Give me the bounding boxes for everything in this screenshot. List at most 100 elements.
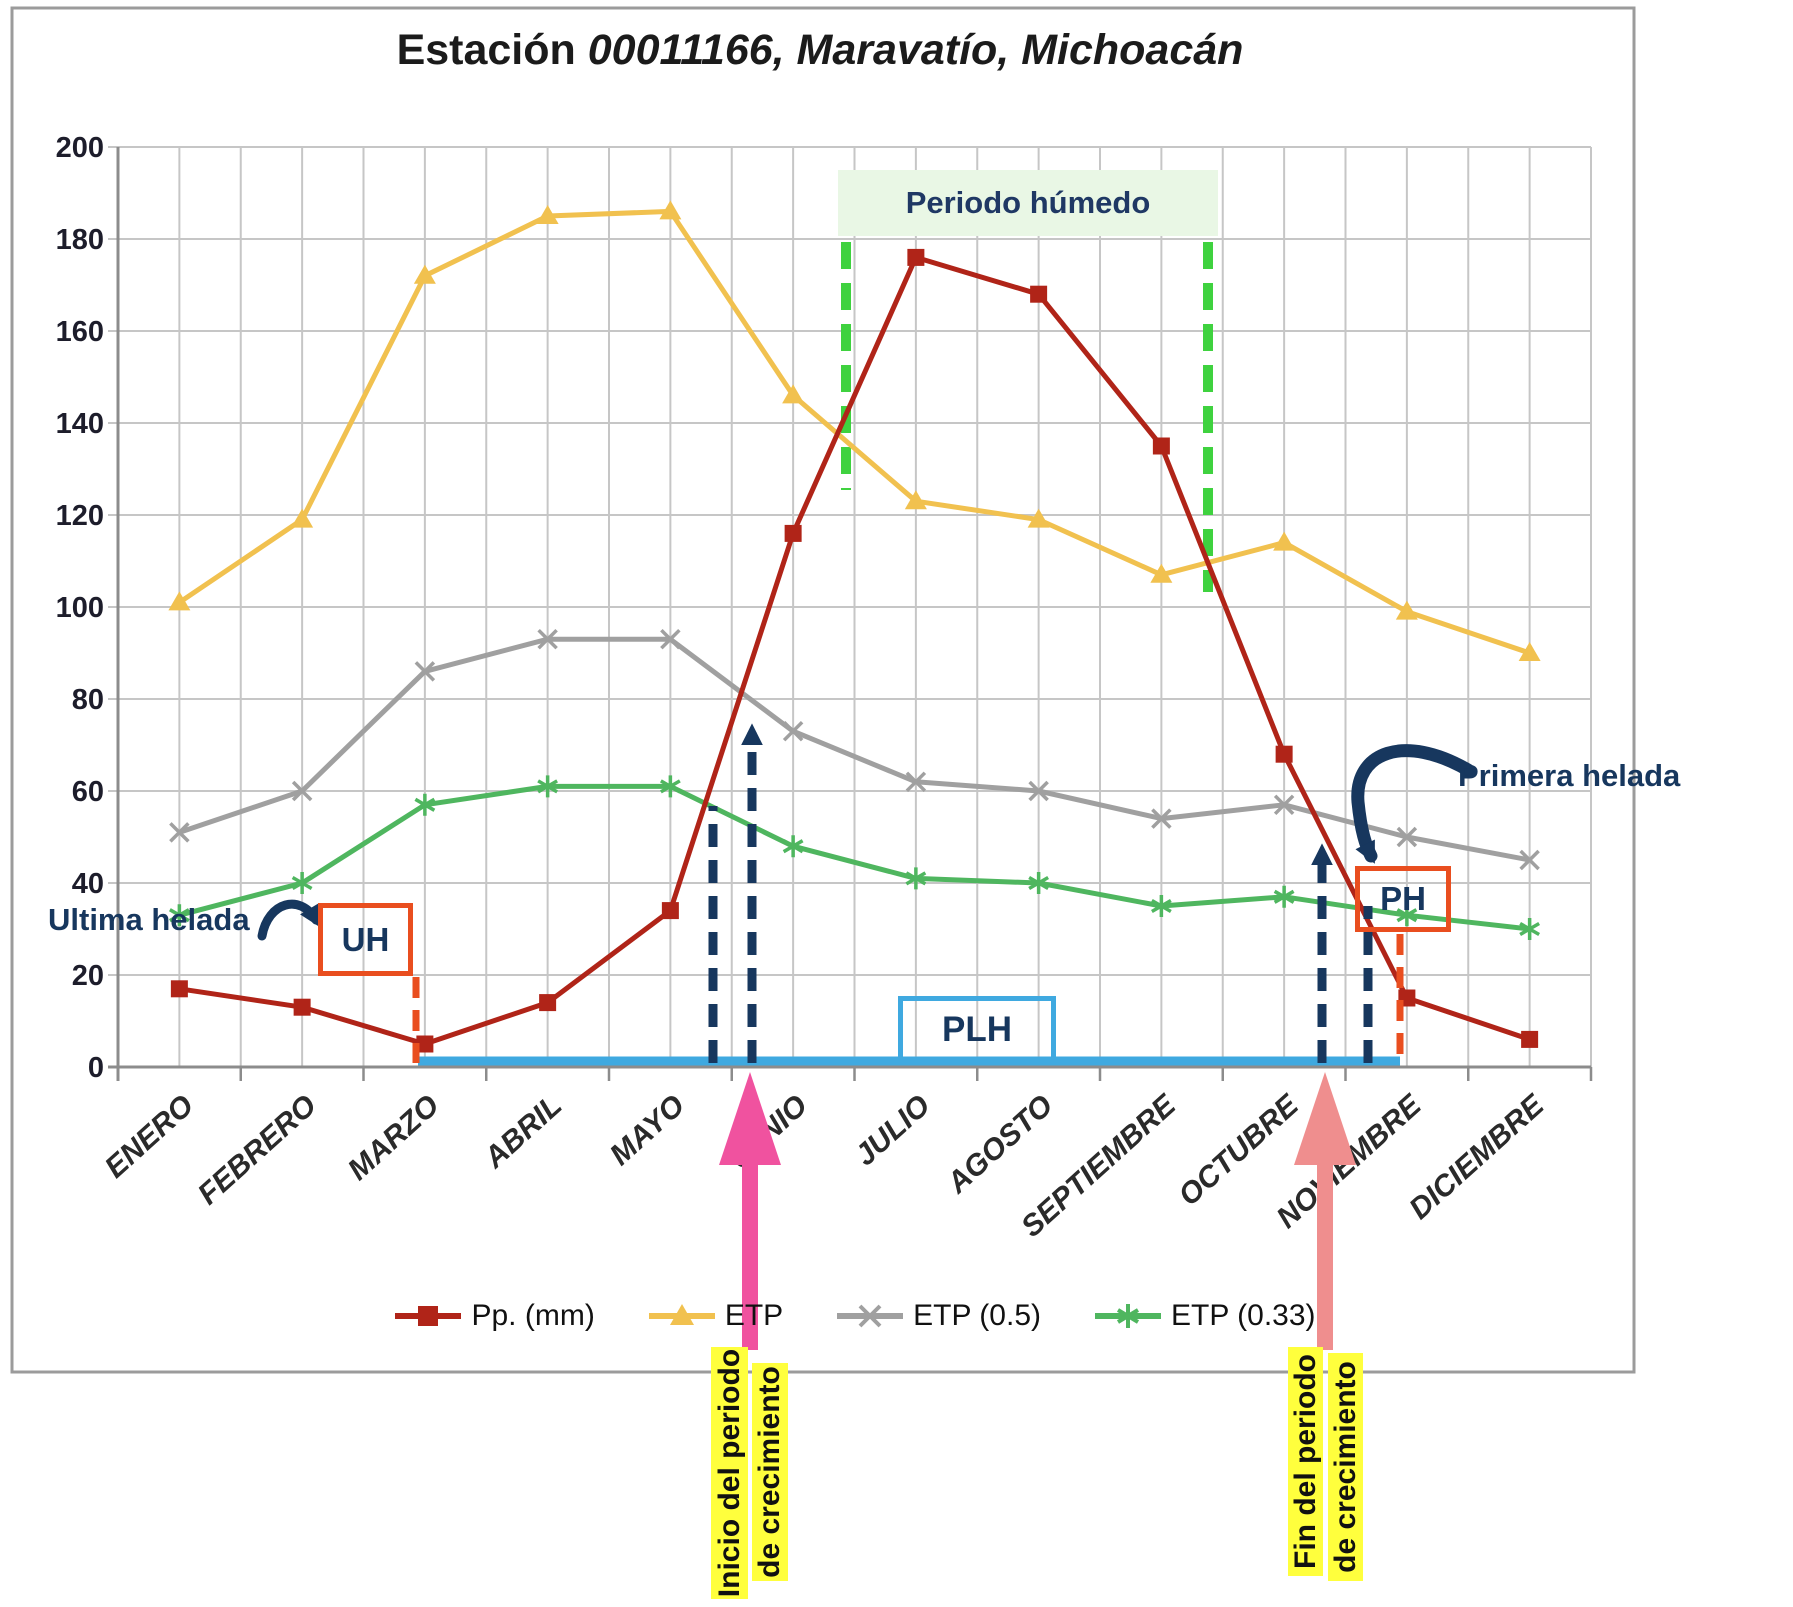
growth-end-arrow-shaft: [1317, 1150, 1333, 1350]
legend-marker-glyph: [669, 1304, 694, 1325]
y-axis-label: 160: [56, 316, 104, 348]
asterisk-marker: [1028, 872, 1050, 894]
y-axis-label: 120: [56, 500, 104, 532]
x-axis-label: AGOSTO: [940, 1089, 1059, 1201]
y-axis-label: 0: [88, 1052, 104, 1084]
square-marker: [1030, 285, 1048, 303]
legend-marker-shape: [858, 1304, 882, 1328]
y-axis-label: 180: [56, 224, 104, 256]
square-marker: [1152, 437, 1170, 455]
x-marker: [414, 661, 436, 682]
y-axis-label: 200: [56, 132, 104, 164]
x-marker: [1151, 808, 1172, 829]
square-marker: [1521, 1030, 1539, 1048]
asterisk-marker: [291, 872, 313, 894]
frost-free-period-box: PLH: [898, 996, 1056, 1063]
series-line: [178, 783, 1530, 932]
growth-period-end-label-line2: de crecimiento: [1328, 1353, 1363, 1581]
growth-start-arrow: [719, 1072, 781, 1350]
legend-item-pp-mm-: Pp. (mm): [393, 1298, 595, 1334]
legend-marker-asterisk: [1095, 1304, 1161, 1328]
square-marker: [170, 980, 188, 998]
x-axis-label: DICIEMBRE: [1403, 1088, 1551, 1226]
last-frost-box-label: UH: [341, 920, 390, 958]
square-marker: [539, 994, 557, 1012]
gridlines: [108, 146, 1592, 1067]
series-line: [178, 636, 1531, 863]
legend-marker-glyph: [418, 1306, 439, 1326]
x-marker: [291, 780, 313, 802]
series-line: [177, 208, 1531, 656]
triangle-marker: [904, 490, 927, 510]
figure-border: [10, 6, 1636, 1374]
x-marker: [537, 628, 558, 650]
legend-marker-glyph: [858, 1304, 882, 1328]
square-marker: [416, 1035, 434, 1053]
legend-marker-shape: [418, 1306, 439, 1326]
first-frost-box-label: PH: [1380, 880, 1426, 917]
triangle-marker: [536, 205, 559, 224]
asterisk-marker: [537, 775, 559, 798]
growth-start-arrow-head: [719, 1072, 781, 1165]
triangle-marker: [782, 384, 805, 404]
asterisk-marker: [905, 867, 927, 890]
y-axis-label: 140: [56, 408, 104, 440]
triangle-marker: [413, 264, 436, 284]
legend-marker-square: [395, 1306, 462, 1326]
asterisk-marker: [1273, 885, 1295, 908]
square-marker: [784, 524, 802, 542]
triangle-marker: [1150, 563, 1173, 583]
first-frost-label: Primera helada: [1458, 758, 1681, 793]
asterisk-marker: [168, 904, 190, 927]
legend-marker-triangle: [648, 1304, 715, 1325]
growth-end-arrow-head: [1294, 1072, 1356, 1165]
triangle-marker: [1027, 508, 1050, 528]
square-marker: [907, 248, 925, 266]
x-axis-label: MAYO: [604, 1089, 691, 1172]
legend-marker-x: [837, 1304, 904, 1328]
series-pp-mm-: [170, 248, 1539, 1053]
last-frost-label: Ultima helada: [48, 902, 250, 937]
legend-label: Pp. (mm): [471, 1299, 595, 1332]
last-frost-curved-arrow: [257, 899, 321, 941]
x-axis-label: JULIO: [849, 1089, 937, 1173]
asterisk-marker: [782, 835, 804, 858]
first-frost-box: PH: [1355, 866, 1451, 932]
series-etp: [168, 200, 1541, 661]
asterisk-marker: [1396, 904, 1418, 927]
square-marker: [661, 902, 679, 920]
growth-period-start-label-line2: de crecimiento: [752, 1363, 788, 1581]
series-line: [179, 254, 1531, 1047]
series-etp-0-33-: [168, 775, 1541, 940]
legend-label: ETP (0.33): [1171, 1299, 1316, 1332]
asterisk-marker: [1519, 918, 1541, 940]
x-axis-label: ENERO: [99, 1089, 200, 1185]
x-marker: [782, 720, 804, 742]
wet-period-band-label: Periodo húmedo: [838, 170, 1218, 236]
growth-start-arrow-shaft: [742, 1150, 758, 1350]
legend-marker-shape: [1116, 1304, 1140, 1328]
square-marker: [1275, 745, 1293, 763]
legend-label: ETP (0.5): [913, 1299, 1041, 1332]
y-axis-label: 20: [72, 960, 104, 992]
x-marker: [905, 771, 927, 793]
legend-item-etp: ETP: [647, 1298, 783, 1334]
asterisk-marker: [659, 775, 681, 798]
asterisk-marker: [1151, 895, 1172, 917]
triangle-marker: [659, 200, 682, 220]
x-marker: [169, 822, 190, 843]
x-axis-label: MARZO: [342, 1089, 446, 1187]
y-axis-label: 40: [72, 868, 104, 900]
y-axis-label: 80: [72, 684, 104, 716]
x-axis-label: OCTUBRE: [1172, 1088, 1305, 1212]
x-axis-label: FEBRERO: [192, 1089, 323, 1212]
series-etp-0-5-: [169, 628, 1540, 871]
legend-label: ETP: [724, 1299, 784, 1332]
triangle-marker: [1273, 531, 1296, 551]
x-axis-label: ABRIL: [477, 1089, 568, 1176]
y-axis-label: 100: [56, 592, 104, 624]
asterisk-marker: [414, 793, 436, 816]
y-axis-labels: 0 20 40 60 80 100 120 140 160 180 200: [56, 132, 104, 1084]
triangle-marker: [1518, 642, 1541, 661]
